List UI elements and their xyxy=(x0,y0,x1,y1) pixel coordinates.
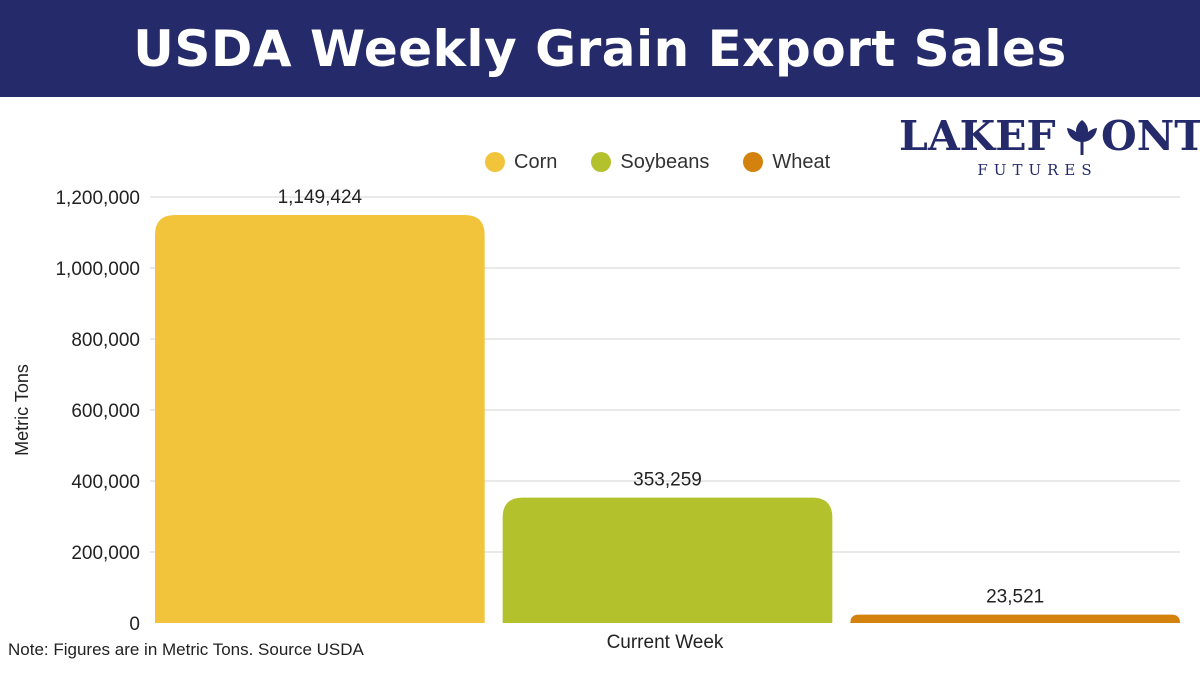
bar-wheat xyxy=(850,614,1180,623)
chart-legend: Corn Soybeans Wheat xyxy=(485,150,864,174)
legend-swatch-soybeans xyxy=(591,152,612,172)
legend-label-soybeans: Soybeans xyxy=(620,150,710,173)
legend-swatch-corn xyxy=(485,152,505,172)
x-category-label: Current Week xyxy=(607,632,724,653)
logo-name-right: ONT xyxy=(1101,112,1200,160)
source-note: Note: Figures are in Metric Tons. Source… xyxy=(8,640,364,659)
legend-item-soybeans: Soybeans xyxy=(591,151,709,174)
y-tick-label: 200,000 xyxy=(71,543,140,564)
page-title: USDA Weekly Grain Export Sales xyxy=(133,19,1067,78)
legend-item-wheat: Wheat xyxy=(743,151,830,174)
bar-value-label-corn: 1,149,424 xyxy=(278,187,363,208)
logo-wordmark: LAKEF ONT xyxy=(895,112,1200,160)
legend-label-wheat: Wheat xyxy=(772,150,831,173)
logo-name-left: LAKEF xyxy=(899,112,1056,160)
title-bar: USDA Weekly Grain Export Sales xyxy=(0,0,1200,97)
y-tick-label: 600,000 xyxy=(71,401,140,422)
y-tick-label: 400,000 xyxy=(71,472,140,493)
y-tick-label: 1,200,000 xyxy=(55,188,140,209)
logo-subtitle: FUTURES xyxy=(977,161,1098,179)
y-tick-label: 0 xyxy=(129,614,140,635)
legend-label-corn: Corn xyxy=(514,150,558,173)
bar-value-label-soybeans: 353,259 xyxy=(633,470,702,491)
lakefront-futures-logo: LAKEF ONT FUTURES xyxy=(895,112,1200,182)
bar-corn xyxy=(155,214,485,624)
y-tick-label: 800,000 xyxy=(71,330,140,351)
bar-soybeans xyxy=(502,497,833,623)
grain-leaf-icon xyxy=(1067,120,1097,155)
legend-swatch-wheat xyxy=(743,152,764,172)
y-tick-label: 1,000,000 xyxy=(55,259,140,280)
y-axis-label: Metric Tons xyxy=(12,364,32,456)
bar-value-label-wheat: 23,521 xyxy=(986,587,1044,608)
legend-item-corn: Corn xyxy=(485,151,557,174)
